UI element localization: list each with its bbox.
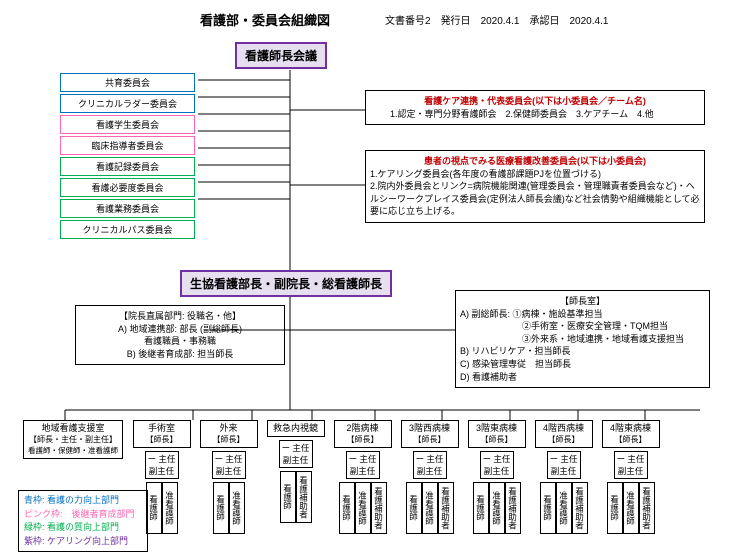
committee-5: 看護必要度委員会 bbox=[60, 178, 195, 197]
ward-2: 外来【師長】 bbox=[200, 420, 258, 448]
ward-0: 地域看護支援室【師長・主任・副主任】看護師・保健師・准看護師 bbox=[23, 420, 123, 459]
mid-left-box: 【院長直属部門: 役職名・他】 A) 地域連携部: 部長 (副総師長) 看護職員… bbox=[75, 305, 285, 365]
ward-sub-6: ー 主任副主任 bbox=[480, 451, 514, 479]
doc-meta: 文書番号2 発行日 2020.4.1 承認日 2020.4.1 bbox=[385, 12, 608, 27]
ward-sub-3: ー 主任副主任 bbox=[279, 440, 313, 468]
ward-sub-7: ー 主任副主任 bbox=[547, 451, 581, 479]
mid-header: 生協看護部長・副院長・総看護師長 bbox=[180, 270, 392, 297]
right-box-2: 患者の視点でみる医療看護改善委員会(以下は小委員会) 1.ケアリング委員会(各年… bbox=[365, 150, 705, 223]
committee-2: 看護学生委員会 bbox=[60, 115, 195, 134]
right-box-1: 看護ケア連携・代表委員会(以下は小委員会／チーム名) 1.認定・専門分野看護師会… bbox=[365, 90, 705, 125]
top-header: 看護師長会議 bbox=[235, 42, 327, 69]
page-title: 看護部・委員会組織図 bbox=[200, 10, 330, 29]
ward-8: 4階東病棟【師長】 bbox=[602, 420, 660, 448]
committee-6: 看護業務委員会 bbox=[60, 199, 195, 218]
committee-3: 臨床指導者委員会 bbox=[60, 136, 195, 155]
ward-sub-2: ー 主任副主任 bbox=[212, 451, 246, 479]
ward-1: 手術室【師長】 bbox=[133, 420, 191, 448]
legend-box: 青枠: 看護の力向上部門ピンク枠: 後継者育成部門緑枠: 看護の質向上部門紫枠:… bbox=[18, 490, 148, 552]
ward-sub-4: ー 主任副主任 bbox=[346, 451, 380, 479]
committee-4: 看護記録委員会 bbox=[60, 157, 195, 176]
ward-4: 2階病棟【師長】 bbox=[334, 420, 392, 448]
committee-0: 共育委員会 bbox=[60, 73, 195, 92]
ward-sub-5: ー 主任副主任 bbox=[413, 451, 447, 479]
ward-sub-8: ー 主任副主任 bbox=[614, 451, 648, 479]
committee-7: クリニカルパス委員会 bbox=[60, 220, 195, 239]
ward-3: 救急内視鏡 bbox=[267, 420, 325, 437]
ward-5: 3階西病棟【師長】 bbox=[401, 420, 459, 448]
mid-right-box: 【師長室】 A) 副総師長: ①病棟・施設基準担当 ②手術室・医療安全管理・TQ… bbox=[455, 290, 710, 388]
ward-7: 4階西病棟【師長】 bbox=[535, 420, 593, 448]
ward-6: 3階東病棟【師長】 bbox=[468, 420, 526, 448]
committee-1: クリニカルラダー委員会 bbox=[60, 94, 195, 113]
ward-sub-1: ー 主任副主任 bbox=[145, 451, 179, 479]
